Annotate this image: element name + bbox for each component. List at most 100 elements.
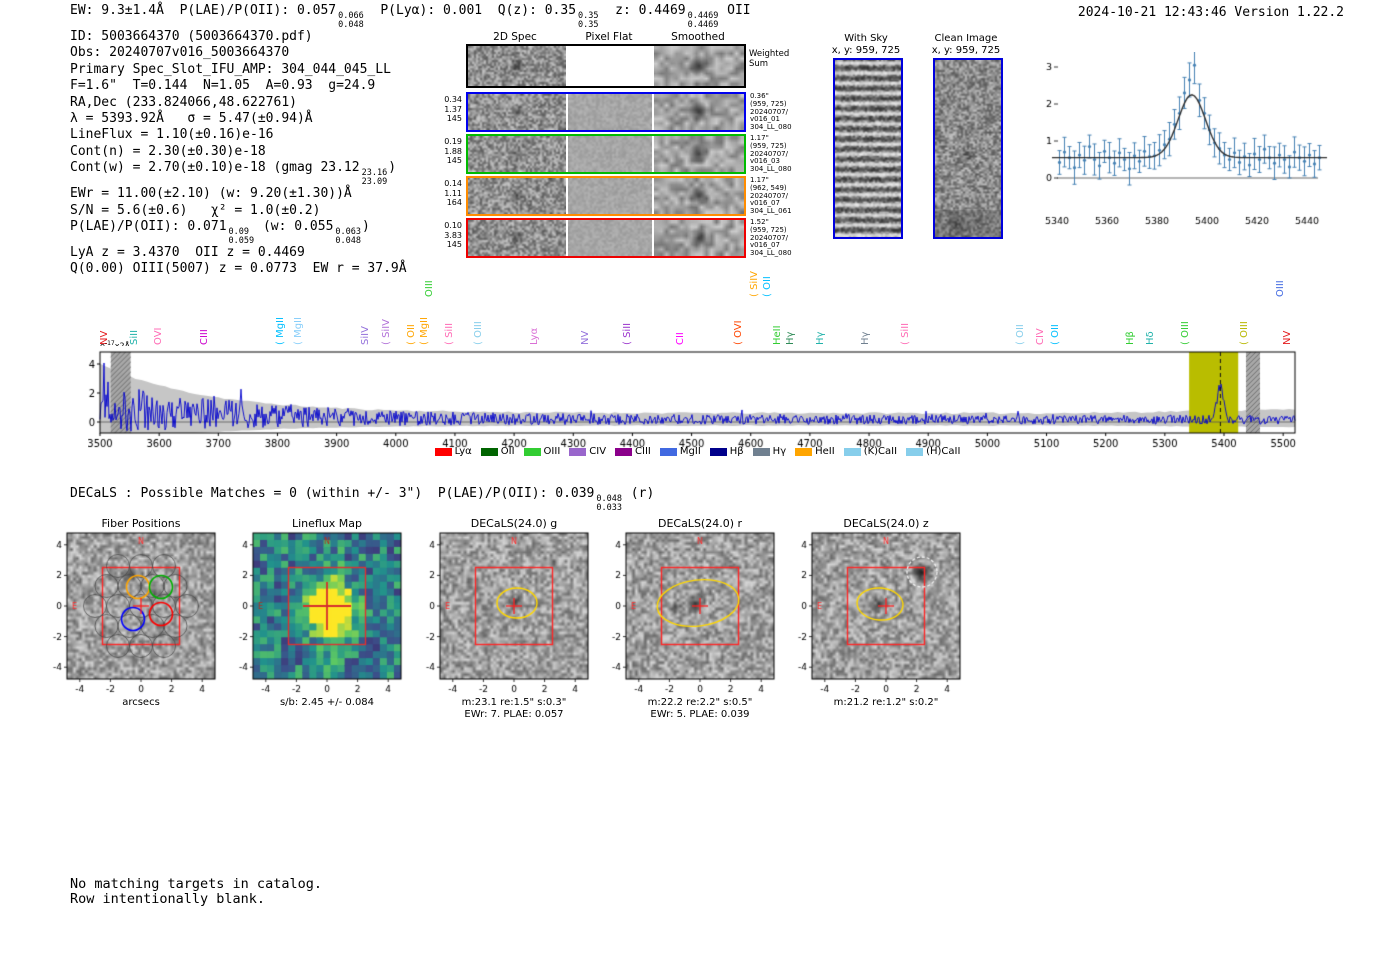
text-segment: DECaLS : Possible Matches = 0 (within +/… — [70, 486, 595, 501]
emission-line-label: CIV — [1034, 328, 1046, 345]
emission-line-label: OIII — [1274, 280, 1286, 297]
text-segment: LyA z = 3.4370 OII z = 0.4469 — [70, 245, 305, 261]
text-segment: RA,Dec (233.824066,48.622761) — [70, 94, 297, 110]
full-spectrum-canvas — [88, 346, 1308, 454]
cutout-xlabel: m:21.2 re:1.2" s:0.2" — [833, 697, 939, 708]
legend-item: CIV — [569, 446, 606, 457]
emission-line-label: HeII — [771, 325, 783, 345]
legend-label: MgII — [679, 446, 701, 457]
fraction-top: 0.35 — [578, 11, 599, 21]
spec2d-cell-canvas — [468, 46, 566, 86]
stat-value: 145 — [446, 156, 462, 165]
legend-label: OIII — [543, 446, 561, 457]
emission-line-label: ( MgII — [275, 317, 287, 345]
cutout-title: DECaLS(24.0) z — [843, 517, 929, 530]
annotation-line: (959, 725) — [750, 99, 787, 108]
legend-item: HeII — [795, 446, 835, 457]
text-segment: S/N = 5.6(±0.6) χ² = 1.0(±0.2) — [70, 202, 321, 218]
legend-label: Hβ — [729, 446, 744, 457]
emission-line-label: NV — [580, 330, 592, 345]
emission-line-label: ( OII — [1049, 324, 1061, 345]
annotation-line: (959, 725) — [750, 225, 787, 234]
annotation-line: v016_07 — [750, 199, 780, 208]
stat-value: 145 — [446, 114, 462, 123]
annotation-line: 304_LL_061 — [750, 207, 792, 216]
stat-value: 1.37 — [444, 104, 462, 114]
emission-line-label: ( OII — [762, 276, 774, 297]
emission-line-label: ( OIII — [1239, 321, 1251, 345]
fraction-bottom: 0.033 — [596, 502, 622, 513]
emission-line-label: ( OIII — [1180, 321, 1192, 345]
decals-match-header: DECaLS : Possible Matches = 0 (within +/… — [70, 486, 654, 512]
emission-line-label: NV — [1281, 330, 1293, 345]
fraction-bottom: 0.059 — [228, 235, 255, 246]
emission-line-label: ( SiII — [444, 322, 456, 345]
cutout-title: DECaLS(24.0) g — [470, 517, 558, 530]
emission-line-label: Hγ — [784, 331, 796, 345]
annotation-line: 20240707/ — [750, 107, 788, 116]
cutout-canvas-decals-g — [408, 531, 594, 701]
stat-value: 3.83 — [444, 230, 462, 240]
spec2d-row — [466, 176, 746, 216]
spectrum-legend: Lyα OII OIII CIV CIII MgII Hβ Hγ HeII (K)CaII (H)C… — [100, 446, 1295, 457]
legend-item: MgII — [659, 446, 701, 457]
emission-line-label: ( OII — [1014, 324, 1026, 345]
emission-line-label: CII — [674, 332, 686, 345]
emission-line-label: ( SiII — [899, 322, 911, 345]
stacked-fraction: 0.4469 0.4469 — [688, 12, 719, 29]
text-segment: P(Lyα): 0.001 Q(z): 0.35 — [364, 3, 577, 18]
legend-item: (K)CaII — [843, 446, 898, 457]
emission-line-label: ( SiII — [621, 322, 633, 345]
cutout-canvas-decals-z — [780, 531, 966, 701]
legend-item: Hβ — [709, 446, 744, 457]
legend-swatch — [523, 447, 541, 456]
stacked-fraction: 0.09 0.059 — [229, 228, 255, 245]
legend-label: Hγ — [772, 446, 787, 457]
stacked-fraction: 23.16 23.09 — [362, 169, 388, 186]
text-segment: Primary Spec_Slot_IFU_AMP: 304_044_045_L… — [70, 61, 391, 77]
detection-info-block: ID: 5003664370 (5003664370.pdf) Obs: 2024… — [70, 29, 407, 278]
spec2d-row-annotation: 0.36" (959, 725) 20240707/v016_01 304_LL_08… — [750, 92, 822, 132]
text-segment: ID: 5003664370 (5003664370.pdf) — [70, 29, 313, 44]
legend-item: Hγ — [752, 446, 787, 457]
legend-label: OII — [500, 446, 515, 457]
stacked-fraction: 0.063 0.048 — [335, 228, 361, 245]
info-line: Primary Spec_Slot_IFU_AMP: 304_044_045_L… — [70, 62, 407, 78]
weighted-sum-label: Weighted Sum — [749, 49, 790, 69]
legend-item: OII — [480, 446, 515, 457]
legend-swatch — [615, 447, 633, 456]
emission-line-label: ( MgII — [292, 317, 304, 345]
spec2d-cell-canvas — [568, 94, 652, 130]
fraction-top: 0.063 — [335, 227, 362, 238]
legend-label: HeII — [815, 446, 835, 457]
emission-line-label: SiIV — [360, 326, 372, 345]
spec2d-cell-canvas — [568, 136, 652, 172]
spec2d-row-annotation: 1.52" (959, 725) 20240707/v016_07 304_LL_08… — [750, 218, 822, 258]
info-line: LineFlux = 1.10(±0.16)e-16 — [70, 127, 407, 143]
stat-value: 0.14 — [444, 179, 462, 188]
stacked-fraction: 0.048 0.033 — [596, 495, 622, 512]
info-line: Obs: 20240707v016_5003664370 — [70, 45, 407, 61]
info-line: Cont(n) = 2.30(±0.30)e-18 — [70, 144, 407, 160]
legend-label: (K)CaII — [863, 446, 898, 457]
emission-line-label: SiII — [129, 329, 141, 345]
emission-line-label: OIII — [424, 280, 436, 297]
fraction-bottom: 0.4469 — [687, 19, 719, 30]
pixel-flat-column-header: Pixel Flat — [585, 31, 633, 43]
info-line: EWr = 11.00(±2.10) (w: 9.20(±1.30))Å — [70, 186, 407, 202]
legend-label: CIV — [589, 446, 607, 457]
stat-value: 0.34 — [444, 95, 462, 104]
legend-swatch — [434, 447, 452, 456]
spec2d-row-left-stats: 0.34 1.37 145 — [420, 95, 462, 124]
emission-line-label: Hβ — [1124, 331, 1136, 345]
spec2d-cell-canvas — [654, 46, 744, 86]
text-segment: OII — [719, 3, 751, 18]
cutout-xlabel2: EWr: 7. PLAE: 0.057 — [464, 709, 564, 720]
legend-swatch — [906, 447, 924, 456]
spec2d-row-left-stats: 0.10 3.83 145 — [420, 221, 462, 250]
fraction-bottom: 23.09 — [361, 176, 388, 187]
smoothed-column-header: Smoothed — [671, 31, 725, 43]
spec2d-row-left-stats: 0.19 1.88 145 — [420, 137, 462, 166]
with-sky-canvas — [833, 58, 903, 239]
annotation-line: 304_LL_080 — [750, 165, 792, 174]
